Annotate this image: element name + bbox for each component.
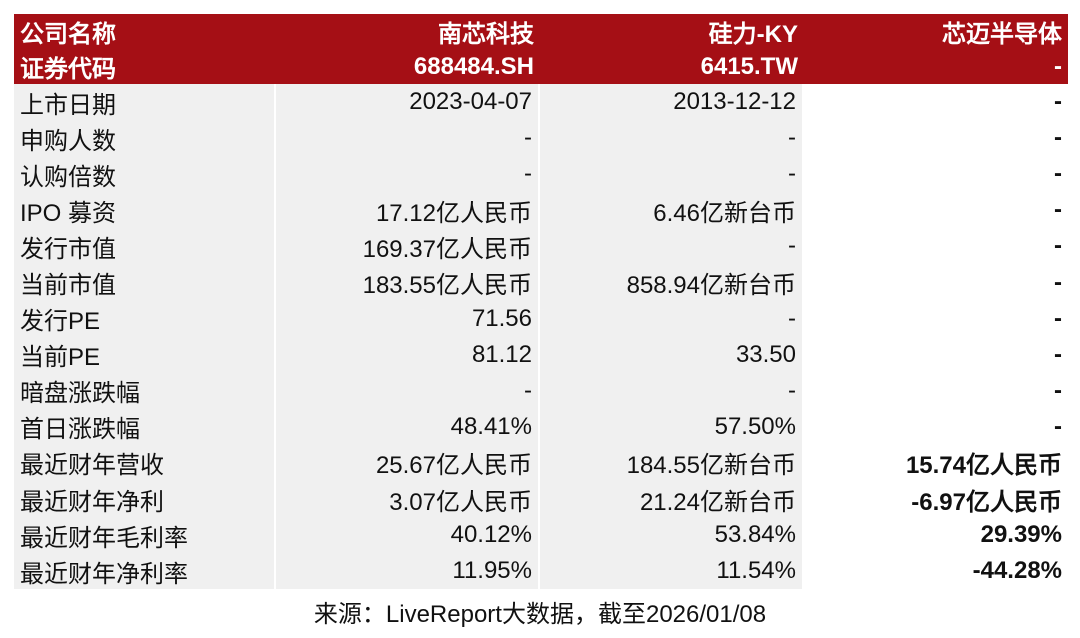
cell: 29.39% xyxy=(804,517,1068,554)
cell: - xyxy=(540,228,804,265)
cell: 53.84% xyxy=(540,517,804,554)
cell: 48.41% xyxy=(276,408,540,445)
cell: 南芯科技 xyxy=(276,14,540,49)
cell: 688484.SH xyxy=(276,49,540,84)
cell: - xyxy=(276,156,540,193)
row-label: 当前PE xyxy=(14,336,276,373)
row-label: 首日涨跌幅 xyxy=(14,408,276,445)
row-label: 认购倍数 xyxy=(14,156,276,193)
row-label: 最近财年营收 xyxy=(14,444,276,482)
cell: - xyxy=(276,120,540,157)
table-row: 最近财年营收 25.67亿人民币 184.55亿新台币 15.74亿人民币 xyxy=(14,444,1068,482)
table-wrap: 公司名称 南芯科技 硅力-KY 芯迈半导体 证券代码 688484.SH 6415.TW - 上… xyxy=(14,14,1068,590)
row-label: 发行PE xyxy=(14,300,276,337)
row-label: 最近财年毛利率 xyxy=(14,517,276,554)
header-row: 公司名称 南芯科技 硅力-KY 芯迈半导体 xyxy=(14,14,1068,49)
cell: 2013-12-12 xyxy=(540,84,804,121)
cell: -44.28% xyxy=(804,553,1068,590)
cell: - xyxy=(804,372,1068,409)
table-row: 申购人数 - - - xyxy=(14,120,1068,157)
cell: 858.94亿新台币 xyxy=(540,264,804,301)
cell: 11.54% xyxy=(540,553,804,590)
cell: 6415.TW xyxy=(540,49,804,84)
cell: - xyxy=(804,84,1068,121)
cell: 169.37亿人民币 xyxy=(276,228,540,265)
row-label: 当前市值 xyxy=(14,264,276,301)
cell: 2023-04-07 xyxy=(276,84,540,121)
cell: 184.55亿新台币 xyxy=(540,444,804,482)
cell: 硅力-KY xyxy=(540,14,804,49)
table-body: 公司名称 南芯科技 硅力-KY 芯迈半导体 证券代码 688484.SH 6415.TW - 上… xyxy=(14,14,1068,590)
row-label: 申购人数 xyxy=(14,120,276,157)
cell: 3.07亿人民币 xyxy=(276,481,540,518)
cell: 40.12% xyxy=(276,517,540,554)
cell: - xyxy=(540,156,804,193)
cell: 芯迈半导体 xyxy=(804,14,1068,49)
cell: - xyxy=(804,300,1068,337)
table-row: 发行市值 169.37亿人民币 - - xyxy=(14,228,1068,265)
cell: 11.95% xyxy=(276,553,540,590)
cell: - xyxy=(804,49,1068,84)
cell: - xyxy=(804,120,1068,157)
cell: - xyxy=(540,120,804,157)
header-row: 证券代码 688484.SH 6415.TW - xyxy=(14,49,1068,84)
cell: - xyxy=(540,300,804,337)
cell: 57.50% xyxy=(540,408,804,445)
cell: - xyxy=(804,336,1068,373)
row-label: 公司名称 xyxy=(14,14,276,49)
cell: 183.55亿人民币 xyxy=(276,264,540,301)
cell: 21.24亿新台币 xyxy=(540,481,804,518)
table-row: 发行PE 71.56- - xyxy=(14,300,1068,337)
row-label: 证券代码 xyxy=(14,49,276,84)
cell: 15.74亿人民币 xyxy=(804,444,1068,482)
cell: 81.12 xyxy=(276,336,540,373)
row-label: 暗盘涨跌幅 xyxy=(14,372,276,409)
source-note: 来源：LiveReport大数据，截至2026/01/08 xyxy=(313,601,767,628)
row-label: IPO 募资 xyxy=(14,192,276,229)
cell: 25.67亿人民币 xyxy=(276,444,540,482)
cell: 6.46亿新台币 xyxy=(540,192,804,229)
row-label: 最近财年净利 xyxy=(14,481,276,518)
cell: - xyxy=(804,228,1068,265)
cell: 33.50 xyxy=(540,336,804,373)
cell: - xyxy=(804,156,1068,193)
table-row: 最近财年净利率 11.95% 11.54% -44.28% xyxy=(14,553,1068,590)
row-label: 上市日期 xyxy=(14,84,276,121)
table-row: IPO 募资 17.12亿人民币 6.46亿新台币 - xyxy=(14,192,1068,229)
table-row: 当前PE 81.12 33.50- xyxy=(14,336,1068,373)
row-label: 发行市值 xyxy=(14,228,276,265)
cell: - xyxy=(540,372,804,409)
table-row: 暗盘涨跌幅 - - - xyxy=(14,372,1068,409)
table-row: 上市日期 2023-04-07 2013-12-12- xyxy=(14,84,1068,121)
comparison-table: 公司名称 南芯科技 硅力-KY 芯迈半导体 证券代码 688484.SH 6415.TW - 上… xyxy=(14,14,1068,590)
cell: - xyxy=(804,264,1068,301)
table-row: 最近财年净利 3.07亿人民币 21.24亿新台币 -6.97亿人民币 xyxy=(14,481,1068,518)
cell: - xyxy=(276,372,540,409)
table-row: 最近财年毛利率 40.12% 53.84% 29.39% xyxy=(14,517,1068,554)
cell: 71.56 xyxy=(276,300,540,337)
table-row: 当前市值 183.55亿人民币 858.94亿新台币 - xyxy=(14,264,1068,301)
cell: - xyxy=(804,192,1068,229)
cell: 17.12亿人民币 xyxy=(276,192,540,229)
table-row: 首日涨跌幅 48.41% 57.50% - xyxy=(14,408,1068,445)
row-label: 最近财年净利率 xyxy=(14,553,276,590)
cell: -6.97亿人民币 xyxy=(804,481,1068,518)
table-row: 认购倍数 - - - xyxy=(14,156,1068,193)
cell: - xyxy=(804,408,1068,445)
